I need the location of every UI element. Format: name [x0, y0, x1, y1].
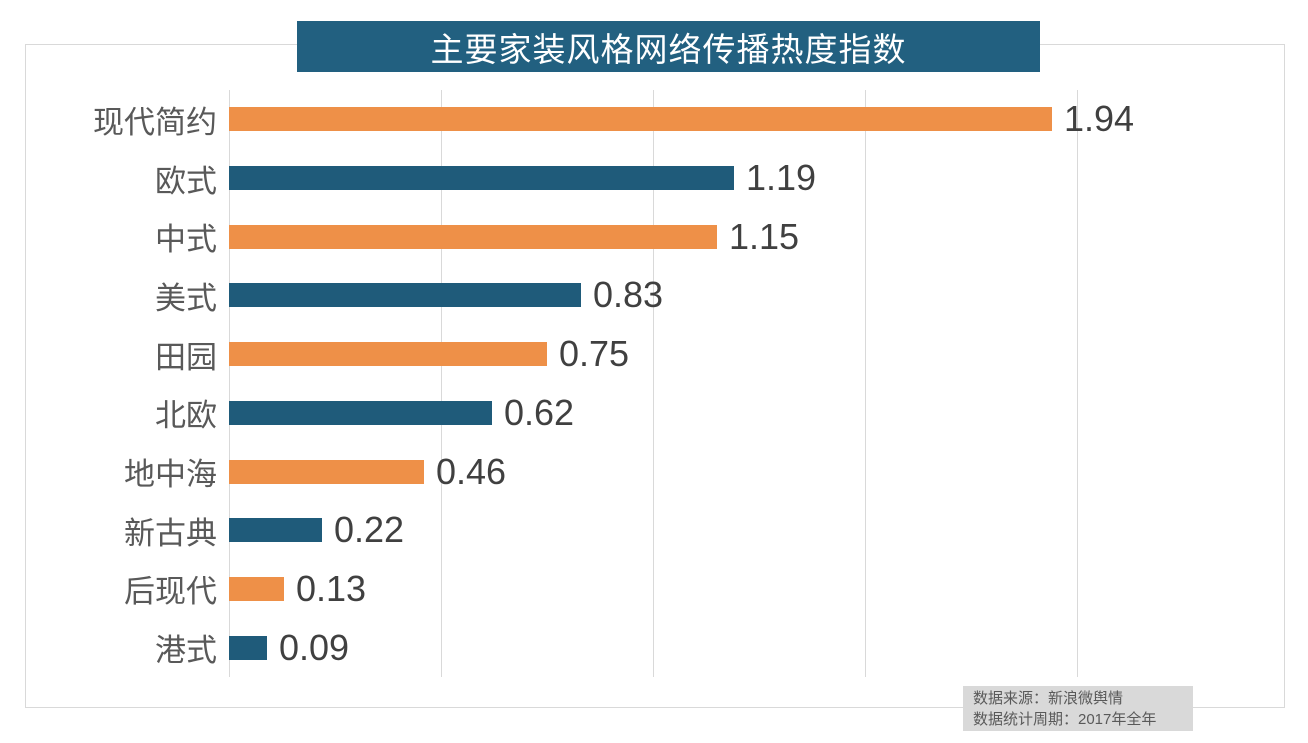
category-label: 北欧: [155, 398, 217, 434]
bar-row: 新古典 0.22: [124, 501, 1285, 560]
bar-row: 美式 0.83: [155, 266, 1285, 325]
bar: [229, 166, 734, 191]
category-label: 后现代: [124, 574, 217, 610]
source-note-line1: 数据来源：新浪微舆情: [973, 690, 1124, 707]
bar-row: 港式 0.09: [155, 618, 1285, 677]
bar: [229, 518, 322, 543]
bar: [229, 635, 267, 660]
source-note-line2: 数据统计周期：2017年全年: [973, 711, 1157, 728]
value-label: 0.13: [296, 567, 367, 609]
bar: [229, 107, 1052, 132]
bar-row: 田园 0.75: [155, 325, 1285, 384]
category-label: 港式: [155, 633, 217, 669]
category-label: 美式: [155, 280, 217, 316]
value-label: 1.94: [1064, 98, 1135, 140]
value-label: 0.83: [593, 274, 664, 316]
bar: [229, 342, 547, 367]
value-label: 0.46: [436, 450, 507, 492]
value-label: 0.22: [334, 509, 405, 551]
category-label: 现代简约: [93, 104, 217, 140]
value-label: 0.09: [279, 626, 350, 668]
category-label: 田园: [155, 339, 217, 375]
bar-row: 欧式 1.19: [155, 149, 1285, 208]
bar-row: 北欧 0.62: [155, 384, 1285, 443]
gridline-x-1: [653, 90, 655, 677]
chart-title: 主要家装风格网络传播热度指数: [430, 30, 907, 68]
category-label: 地中海: [124, 457, 217, 493]
gridline-x-0: [229, 90, 230, 677]
bar: [229, 459, 424, 484]
gridline-x-2: [1077, 90, 1079, 677]
category-label: 新古典: [124, 515, 217, 551]
value-label: 1.19: [746, 157, 817, 199]
gridline-x-1.5: [865, 90, 867, 677]
value-label: 0.62: [504, 391, 575, 433]
bar-row: 现代简约 1.94: [93, 90, 1285, 149]
value-label: 1.15: [729, 215, 800, 257]
category-label: 欧式: [155, 163, 217, 199]
bar: [229, 224, 717, 249]
bar-row: 中式 1.15: [155, 207, 1285, 266]
value-label: 0.75: [559, 333, 630, 375]
chart-title-banner: 主要家装风格网络传播热度指数: [297, 21, 1040, 72]
category-label: 中式: [155, 222, 217, 258]
source-note: 数据来源：新浪微舆情 数据统计周期：2017年全年: [963, 686, 1193, 731]
bar: [229, 400, 492, 425]
bar-row: 地中海 0.46: [124, 442, 1285, 501]
bar: [229, 283, 581, 308]
plot-area: 现代简约 1.94 欧式 1.19 中式 1.15 美式 0.83 田园 0.75 北欧 0.62 地中…: [93, 90, 1285, 677]
bar: [229, 576, 284, 601]
bar-row: 后现代 0.13: [124, 560, 1285, 619]
gridline-x-0.5: [441, 90, 443, 677]
